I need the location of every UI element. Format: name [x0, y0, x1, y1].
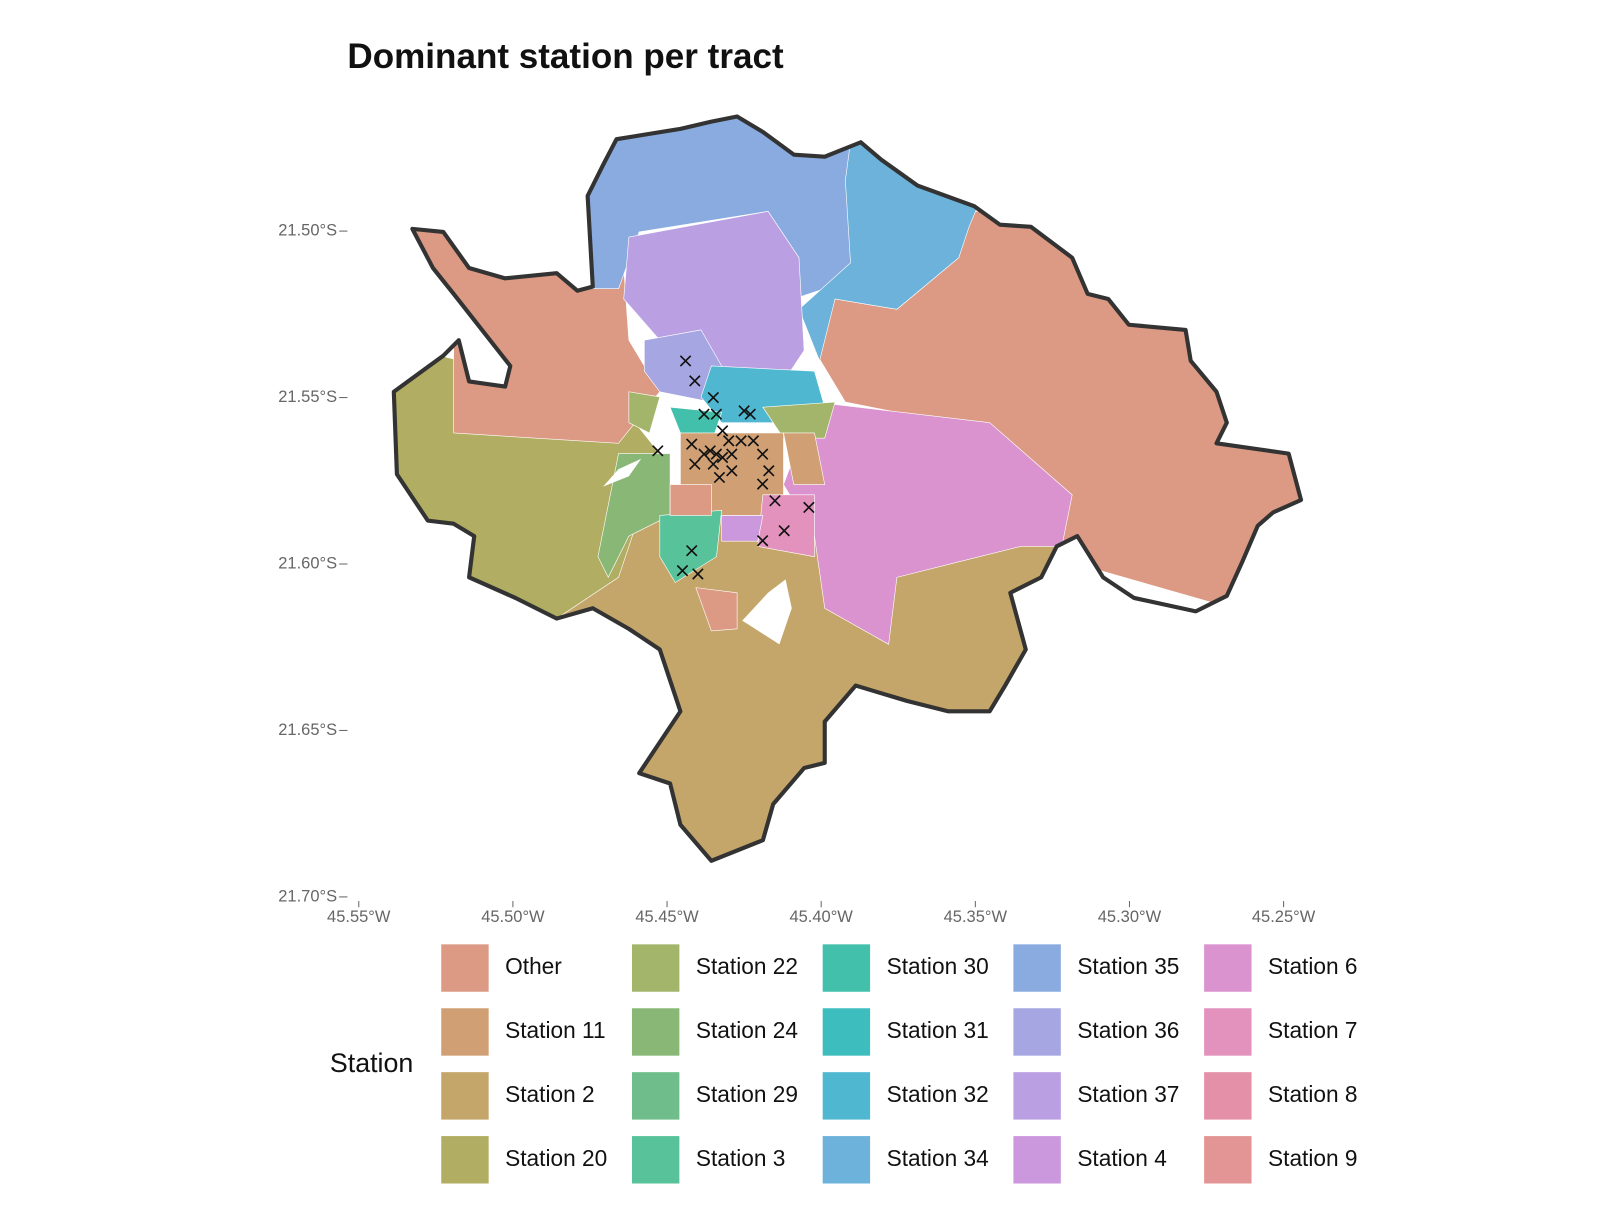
- station-marker: [707, 391, 720, 404]
- y-tick-label: 21.50°S: [278, 221, 337, 239]
- legend-label: Station 34: [887, 1145, 989, 1171]
- tract-region: [669, 484, 712, 516]
- legend-label: Station 8: [1268, 1081, 1357, 1107]
- legend-swatch: [441, 1136, 489, 1184]
- station-marker: [716, 425, 729, 437]
- station-marker: [692, 568, 704, 580]
- station-marker: [698, 448, 710, 460]
- station-marker: [704, 445, 716, 457]
- station-marker: [652, 445, 664, 457]
- legend-label: Station 7: [1268, 1017, 1357, 1043]
- station-marker: [707, 458, 720, 470]
- tract-region: [695, 587, 738, 632]
- station-marker: [716, 451, 729, 464]
- x-tick-label: 45.30°W: [1098, 908, 1162, 926]
- legend-swatch: [822, 1136, 871, 1184]
- station-marker: [738, 405, 750, 417]
- water: [603, 458, 642, 487]
- legend-swatch: [822, 1072, 871, 1120]
- legend-swatch: [631, 944, 680, 992]
- x-tick-label: 45.55°W: [327, 908, 391, 926]
- station-marker: [756, 448, 769, 460]
- legend-swatch: [631, 1072, 680, 1120]
- x-tick-label: 45.50°W: [481, 908, 545, 926]
- x-tick-label: 45.45°W: [635, 908, 699, 926]
- tract-region: [597, 453, 671, 579]
- legend-swatch: [1013, 1072, 1061, 1120]
- station-marker: [726, 465, 738, 477]
- legend-swatch: [1013, 1008, 1061, 1056]
- legend-swatch: [822, 1008, 871, 1056]
- station-marker: [689, 375, 701, 387]
- legend-label: Station 32: [887, 1081, 989, 1107]
- legend-label: Station 11: [505, 1017, 605, 1043]
- station-marker: [710, 448, 723, 460]
- x-tick-label: 45.35°W: [944, 908, 1008, 926]
- station-marker: [803, 501, 815, 514]
- water: [742, 579, 792, 645]
- legend-swatch: [631, 1008, 680, 1056]
- station-marker: [735, 435, 747, 447]
- station-marker: [685, 544, 698, 557]
- boundary: [391, 114, 1304, 863]
- y-tick-label: 21.55°S: [278, 388, 337, 406]
- station-marker: [744, 408, 757, 420]
- x-tick-label: 45.40°W: [789, 908, 853, 926]
- station-marker: [685, 438, 698, 450]
- x-tick-label: 45.25°W: [1252, 908, 1316, 926]
- legend-swatch: [441, 944, 489, 992]
- station-marker: [763, 465, 775, 477]
- station-marker: [769, 495, 781, 507]
- legend-swatch: [1204, 1072, 1252, 1120]
- y-tick-label: 21.70°S: [278, 887, 337, 905]
- legend-label: Station 31: [887, 1017, 989, 1043]
- station-marker: [722, 435, 735, 447]
- legend-swatch: [441, 1008, 489, 1056]
- station-marker: [778, 524, 790, 537]
- legend-label: Station 20: [505, 1145, 607, 1171]
- station-marker: [689, 458, 701, 470]
- legend-label: Station 24: [696, 1017, 798, 1043]
- tract-region: [628, 391, 661, 434]
- station-marker: [676, 564, 689, 577]
- tract-region: [783, 432, 826, 485]
- legend-swatch: [822, 944, 871, 992]
- legend-label: Station 2: [505, 1081, 595, 1107]
- station-marker: [726, 448, 738, 460]
- station-marker: [698, 408, 710, 420]
- legend-label: Station 35: [1077, 953, 1179, 979]
- regions: [393, 116, 1302, 861]
- y-tick-label: 21.65°S: [278, 721, 337, 739]
- legend-swatch: [441, 1072, 489, 1120]
- legend-title: Station: [330, 1048, 413, 1078]
- tract-region: [762, 401, 836, 439]
- legend-swatch: [1204, 944, 1252, 992]
- station-marker: [713, 471, 726, 484]
- legend-label: Station 37: [1077, 1081, 1179, 1107]
- y-tick-label: 21.60°S: [278, 554, 337, 572]
- chart-title: Dominant station per tract: [347, 37, 784, 76]
- legend-swatch: [1204, 1136, 1252, 1184]
- legend-swatch: [1013, 1136, 1061, 1184]
- legend-label: Station 6: [1268, 953, 1357, 979]
- legend-swatch: [1204, 1008, 1252, 1056]
- station-marker: [756, 534, 769, 547]
- legend-label: Station 3: [696, 1145, 786, 1171]
- legend-label: Station 30: [887, 953, 989, 979]
- tract-region: [721, 515, 764, 542]
- legend-label: Station 29: [696, 1081, 798, 1107]
- legend-label: Other: [505, 953, 562, 979]
- legend-label: Station 36: [1077, 1017, 1179, 1043]
- legend-swatch: [631, 1136, 680, 1184]
- legend-label: Station 4: [1077, 1145, 1167, 1171]
- station-marker: [747, 435, 760, 447]
- legend-label: Station 22: [696, 953, 798, 979]
- station-marker: [710, 408, 723, 420]
- legend-label: Station 9: [1268, 1145, 1357, 1171]
- legend-swatch: [1013, 944, 1061, 992]
- station-marker: [756, 478, 769, 490]
- station-marker: [679, 355, 692, 367]
